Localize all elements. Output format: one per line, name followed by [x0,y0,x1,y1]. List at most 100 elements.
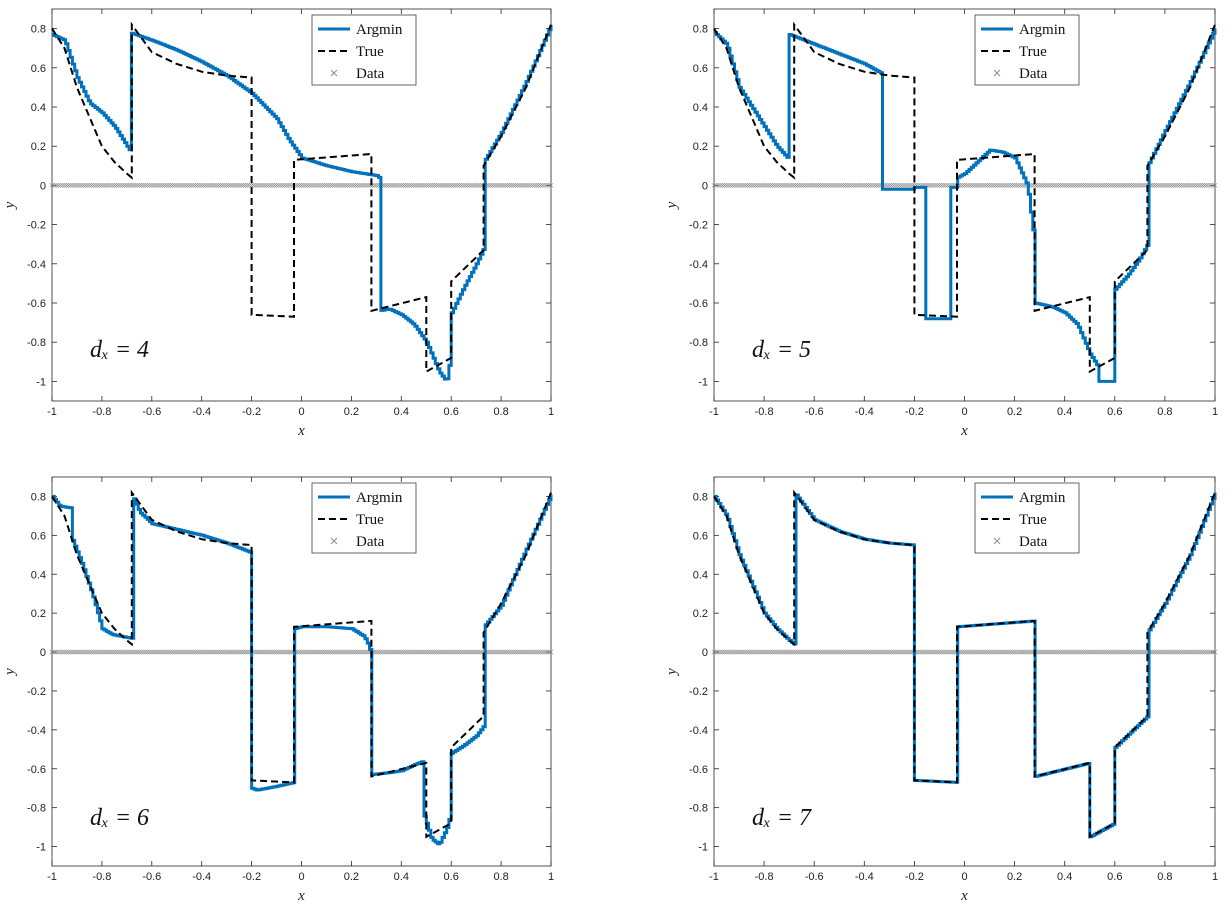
data-marker [841,182,846,188]
data-marker [149,182,155,188]
data-marker [1160,182,1166,188]
data-marker [1181,649,1187,655]
data-marker [236,182,242,188]
data-marker [820,182,825,188]
y-tick-label: 0.6 [31,63,46,75]
data-marker [91,649,96,655]
data-marker [1083,649,1088,655]
data-marker [297,649,302,655]
series-true-line [51,489,552,839]
data-marker [997,182,1003,188]
data-marker [197,649,203,655]
data-marker [215,649,221,655]
data-marker [272,182,277,188]
data-marker [124,649,130,655]
data-marker [1005,649,1011,655]
data-marker [713,649,719,655]
data-marker [371,182,377,188]
data-marker [111,182,117,188]
data-marker [903,649,909,655]
data-marker [351,649,356,655]
data-marker [932,649,938,655]
data-marker [734,649,740,655]
data-marker [107,182,113,188]
data-marker [203,182,209,188]
data-marker [1001,182,1007,188]
data-marker [134,649,140,655]
legend-label: Data [1019,66,1048,82]
data-marker [732,649,738,655]
data-marker [715,649,721,655]
x-tick-label: -0.8 [755,871,774,883]
data-marker [1093,182,1099,188]
y-tick-label: -0.2 [689,686,708,698]
data-marker [834,182,840,188]
data-marker [344,649,350,655]
data-marker [767,182,773,188]
data-marker [995,649,1001,655]
data-marker [178,182,184,188]
data-marker [517,182,523,188]
data-marker [1085,649,1091,655]
data-marker [159,182,165,188]
y-tick-label: 0.4 [693,102,708,114]
data-marker [1085,182,1091,188]
data-marker [1202,649,1207,655]
data-marker [801,182,807,188]
data-marker [311,182,317,188]
x-tick-label: 1 [548,871,554,883]
data-marker [409,649,415,655]
data-marker [97,649,103,655]
data-marker [809,649,815,655]
data-marker [811,649,817,655]
data-marker [880,649,886,655]
data-marker [786,182,792,188]
data-marker [937,649,942,655]
data-marker [303,182,309,188]
data-marker [409,182,415,188]
data-marker [417,649,423,655]
data-marker [1212,182,1218,188]
data-marker [294,182,300,188]
y-tick-label: -0.2 [689,220,708,232]
data-marker [84,649,90,655]
data-marker [726,182,732,188]
data-marker [91,182,96,188]
data-marker [70,182,76,188]
data-marker [1062,649,1068,655]
data-marker [947,649,953,655]
data-marker [209,182,215,188]
data-marker [274,182,279,188]
data-marker [757,649,763,655]
data-marker [465,182,471,188]
y-tick-label: 0.4 [31,569,46,581]
data-marker [901,649,907,655]
data-marker [976,182,982,188]
data-marker [1097,649,1103,655]
legend-label: Data [1019,534,1048,550]
legend-label: True [356,44,384,60]
data-marker [793,182,798,188]
data-marker [336,649,342,655]
data-marker [93,649,99,655]
data-marker [425,649,431,655]
data-marker [392,649,398,655]
data-marker [884,182,890,188]
data-marker [941,649,947,655]
data-marker [972,649,978,655]
series-true-line [51,21,552,374]
data-marker [211,182,217,188]
data-marker [193,182,198,188]
data-marker [303,649,309,655]
data-marker [765,182,771,188]
data-marker [344,182,350,188]
data-marker [763,182,769,188]
data-marker [230,649,236,655]
data-marker [255,182,261,188]
data-marker [738,182,744,188]
data-marker [87,649,92,655]
data-marker [774,182,780,188]
data-marker [74,649,80,655]
data-marker [897,182,903,188]
x-tick-label: -0.4 [855,406,874,418]
